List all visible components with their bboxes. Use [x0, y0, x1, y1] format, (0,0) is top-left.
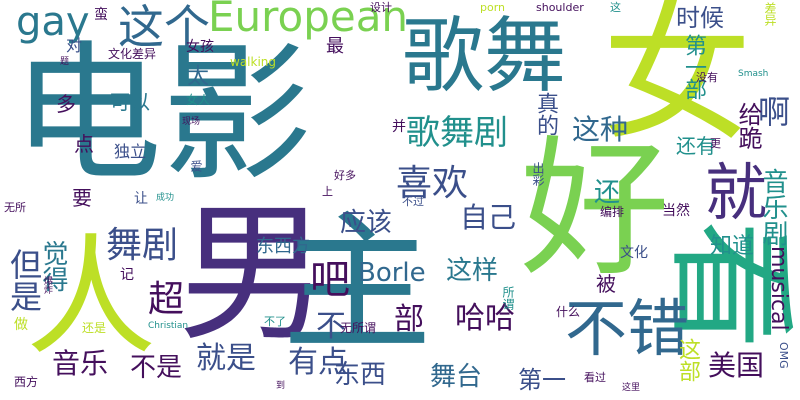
word-jiushi: 就是	[196, 341, 256, 376]
word-hai: 还	[594, 178, 621, 208]
word-man: 蛮	[94, 7, 108, 23]
word-bu-measure: 部	[394, 302, 424, 337]
word-xihuan: 喜欢	[396, 163, 469, 204]
word-wenhuachayi: 文化差异	[108, 47, 157, 61]
word-zuo: 做	[14, 317, 28, 333]
word-rang: 让	[134, 191, 148, 207]
word-bei: 被	[596, 272, 616, 296]
word-baozha: 爆炸	[42, 276, 52, 294]
word-nvren: 女人	[186, 93, 211, 107]
word-wutai: 舞台	[430, 362, 483, 392]
word-nan: 男	[178, 188, 329, 362]
word-christian: Christian	[148, 321, 189, 331]
word-yinggai: 应该	[340, 208, 393, 238]
word-buliao: 不了	[264, 315, 286, 328]
word-omg: OMG	[777, 342, 790, 369]
word-zheli: 这里	[622, 383, 641, 393]
word-gewuju: 歌舞剧	[406, 113, 508, 153]
word-bing: 并	[392, 119, 406, 135]
word-chao: 超	[148, 279, 185, 320]
word-porn: porn	[480, 1, 506, 14]
word-yao: 要	[72, 186, 92, 210]
word-zui: 最	[326, 36, 344, 57]
word-ziji: 自己	[460, 201, 517, 234]
word-walking: walking	[230, 55, 277, 69]
word-ji: 记	[120, 267, 134, 283]
word-a: 啊	[758, 93, 791, 131]
word-haiyou: 还有	[676, 134, 716, 158]
word-dongxifang: 东西方	[256, 236, 310, 257]
word-geng: 更	[710, 137, 721, 150]
word-geigui: 给跪	[734, 102, 762, 150]
word-buguo: 不过	[402, 195, 424, 208]
word-wenhua: 文化	[620, 245, 648, 261]
word-zhidao: 知道	[710, 234, 755, 259]
word-keyi: 可以	[110, 90, 150, 114]
word-shang: 上	[322, 185, 333, 198]
word-ren: 人	[26, 221, 157, 373]
word-dao: 到	[276, 381, 286, 391]
word-zhu: 主	[282, 198, 433, 372]
word-ti: 题	[58, 56, 68, 65]
word-yinyue: 音乐	[52, 347, 109, 380]
word-zhende: 真的	[533, 92, 558, 136]
word-juede: 觉得	[38, 240, 68, 292]
word-meiyou: 没有	[696, 71, 718, 84]
word-dui: 对	[66, 36, 83, 55]
word-bianpai: 编排	[600, 205, 625, 219]
word-wusuo: 无所	[4, 201, 26, 214]
word-zhe: 这	[610, 1, 621, 14]
word-ba: 吧	[310, 257, 350, 303]
word-xianchang: 现场	[182, 117, 201, 127]
word-tai: 太	[183, 64, 208, 86]
word-wusuowei: 无所谓	[340, 321, 377, 335]
word-shoulder: shoulder	[536, 1, 584, 14]
word-yinyueju: 音乐剧	[758, 168, 788, 246]
word-sheji: 设计	[370, 1, 392, 14]
word-xifang: 西方	[14, 375, 39, 389]
word-suowei: 所谓	[501, 286, 515, 310]
word-nvhai: 女孩	[186, 39, 214, 55]
word-zhebu: 这部	[675, 338, 700, 382]
word-duli: 独立	[114, 142, 147, 161]
word-youdian: 有点	[288, 345, 348, 380]
word-haoduo: 好多	[334, 169, 356, 182]
word-bushi: 不是	[130, 353, 183, 383]
word-zhege: 这个	[118, 0, 210, 54]
word-smash: Smash	[738, 69, 769, 79]
word-dongxi: 东西	[334, 360, 387, 390]
word-kanguo: 看过	[584, 371, 606, 384]
word-dianying: 电影	[12, 28, 313, 202]
word-shihou: 时候	[676, 4, 724, 32]
word-bucuo: 不错	[565, 292, 690, 365]
word-jiu: 就	[705, 156, 768, 229]
word-borle: Borle	[358, 258, 426, 288]
word-musical: musical	[766, 246, 791, 331]
word-dangran: 当然	[662, 203, 690, 219]
word-shenme: 什么	[556, 305, 581, 319]
word-zheyang: 这样	[446, 256, 499, 286]
word-european: European	[208, 0, 409, 41]
word-haha: 哈哈	[455, 301, 515, 336]
word-dian: 点	[74, 132, 94, 156]
word-hao: 好	[520, 123, 671, 297]
word-bu: 不	[316, 309, 346, 344]
word-ai: 爱	[189, 160, 203, 172]
word-nv: 女	[602, 0, 753, 162]
word-chenggong: 成功	[156, 193, 175, 203]
word-chucai: 出彩	[531, 162, 545, 186]
word-gay: gay	[16, 0, 90, 45]
word-diyibu: 第一部	[681, 34, 706, 100]
word-diyi: 第一	[518, 366, 566, 394]
word-meiguo: 美国	[708, 349, 765, 382]
word-haishi: 还是	[82, 321, 107, 335]
word-wuju: 舞剧	[106, 225, 179, 266]
word-duo: 多	[56, 92, 76, 116]
word-gewu: 歌舞	[402, 9, 567, 104]
word-chayi: 差异	[763, 2, 777, 26]
word-danshi: 但是	[5, 248, 43, 312]
word-zhezhong: 这种	[572, 113, 629, 146]
